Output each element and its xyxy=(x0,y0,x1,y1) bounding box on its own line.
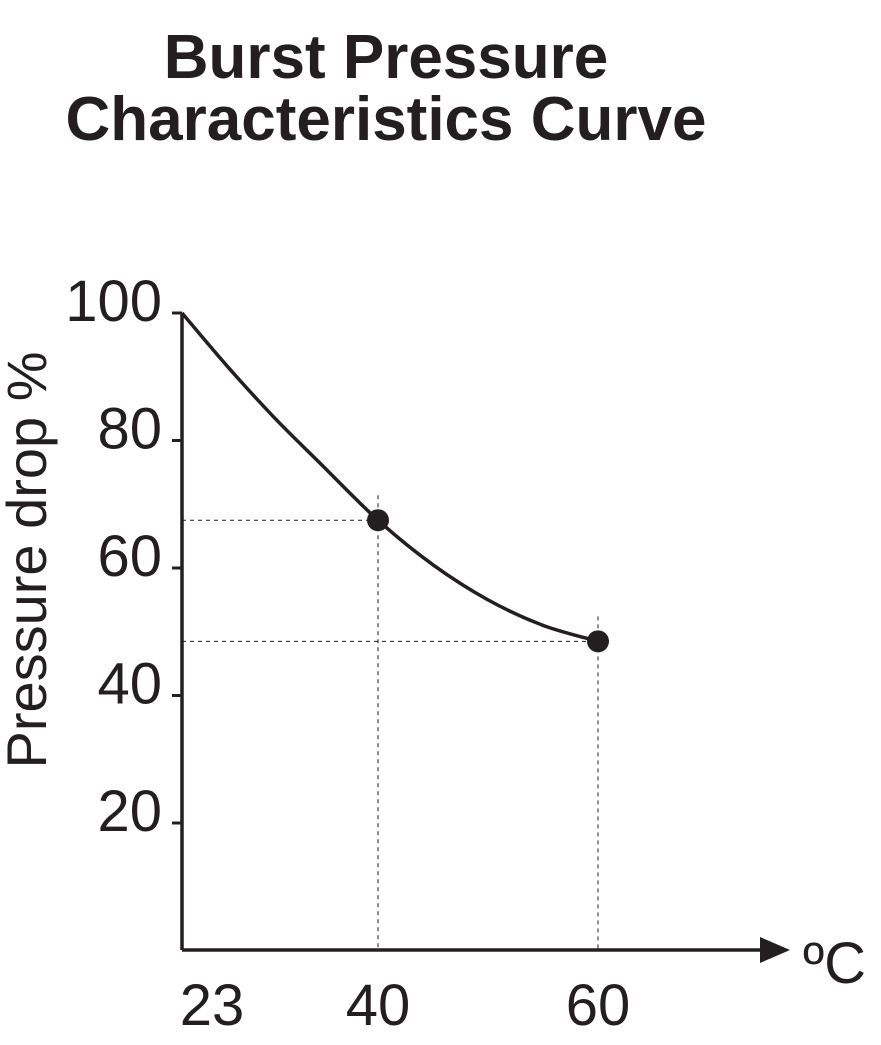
y-tick-label: 100 xyxy=(65,269,162,334)
y-tick-label: 40 xyxy=(97,652,162,717)
markers xyxy=(367,509,609,653)
chart-title-line: Burst Pressure xyxy=(164,23,609,92)
x-tick-label: 23 xyxy=(180,973,245,1038)
x-axis-arrow xyxy=(760,937,790,963)
x-axis-unit: ºC xyxy=(803,931,866,996)
x-tick-label: 40 xyxy=(346,973,411,1038)
y-tick-label: 60 xyxy=(97,524,162,589)
guide-lines xyxy=(182,495,599,950)
x-ticks: 23 40 60 xyxy=(180,973,631,1038)
y-tick-label: 80 xyxy=(97,397,162,462)
y-ticks: 100 80 60 40 20 xyxy=(65,269,182,844)
y-tick-label: 20 xyxy=(97,779,162,844)
x-tick-label: 60 xyxy=(566,973,631,1038)
chart-title-line: Characteristics Curve xyxy=(66,85,707,154)
data-point xyxy=(367,509,389,532)
axes: ºC xyxy=(180,313,866,996)
y-axis-label-group: Pressure drop % xyxy=(0,351,58,768)
series xyxy=(180,311,599,643)
series-line xyxy=(180,311,599,643)
y-axis-label: Pressure drop % xyxy=(0,351,58,768)
data-point xyxy=(587,630,609,653)
